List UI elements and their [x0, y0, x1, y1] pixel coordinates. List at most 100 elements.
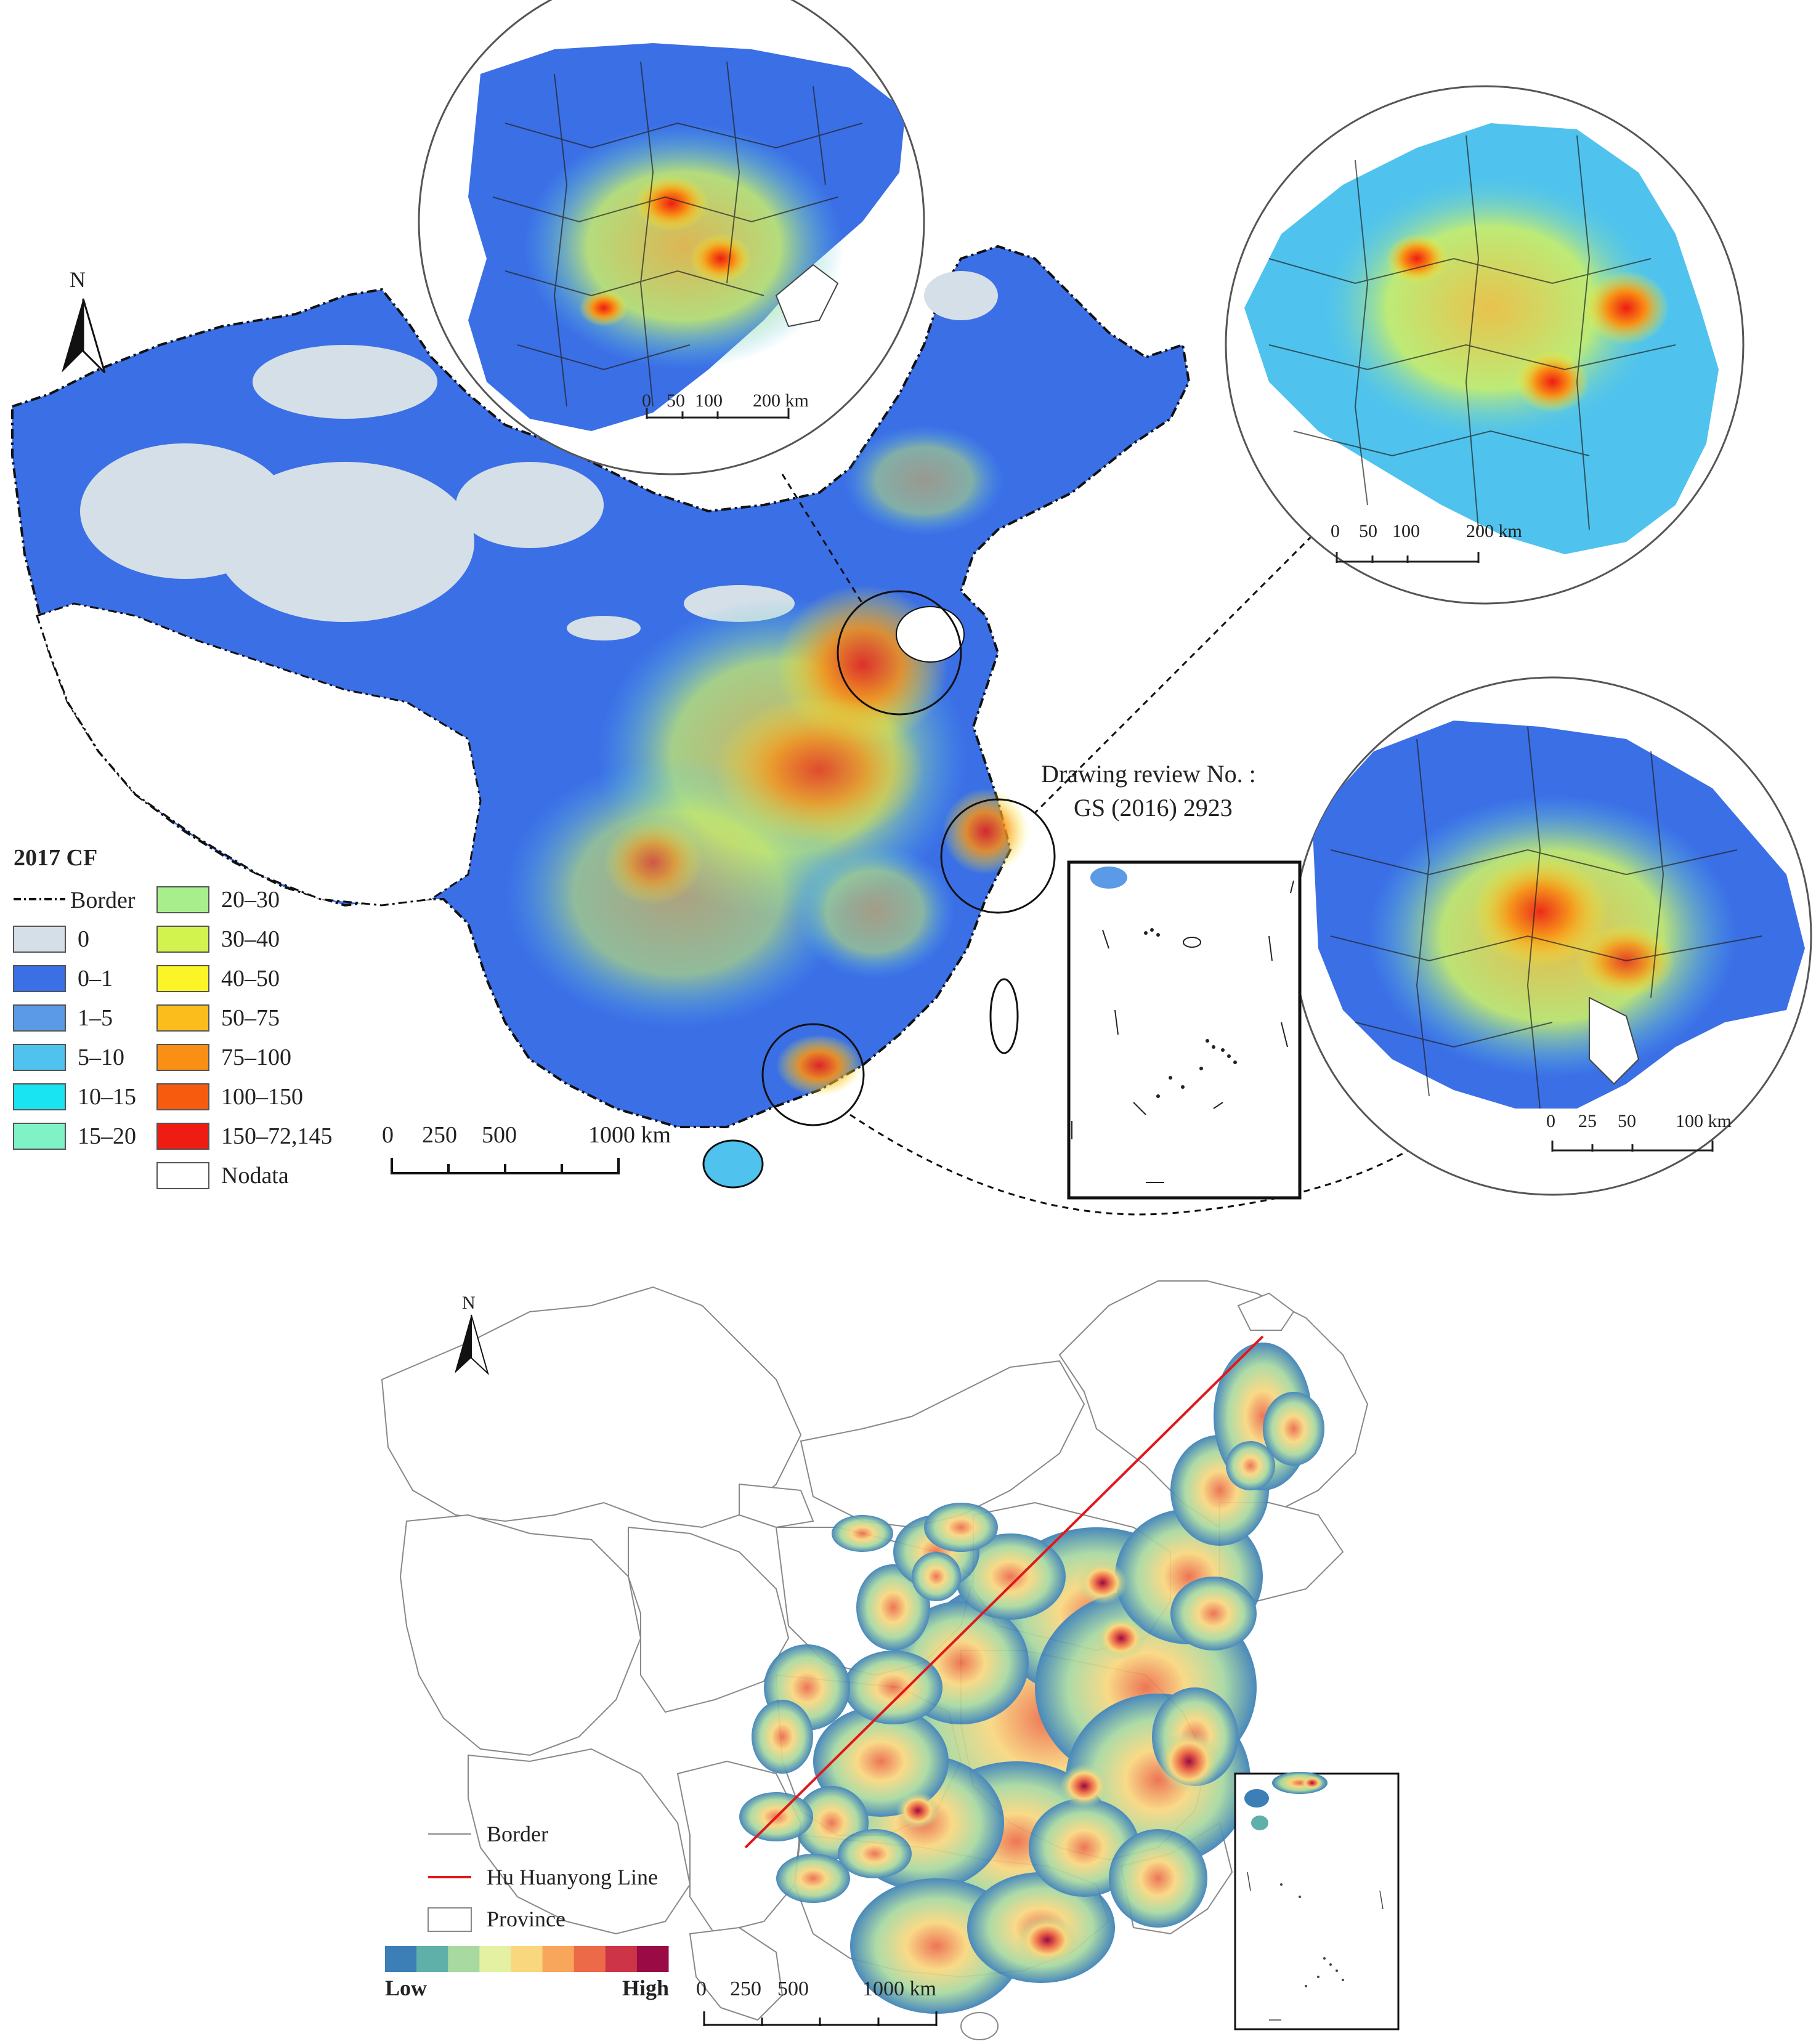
- ramp-swatch: [636, 1946, 669, 1972]
- nodata-region: [36, 602, 482, 907]
- legend-province-label: Province: [487, 1907, 565, 1931]
- legend-label-border: Border: [70, 887, 136, 913]
- bottom-scale-1000: 1000 km: [862, 1977, 936, 2000]
- inset-bth-scale-200: 200 km: [753, 390, 809, 411]
- inset-bth-scale-100: 100: [695, 390, 723, 411]
- legend-swatch: [156, 1004, 209, 1032]
- scale-bar-top: 0 250 500 1000 km: [382, 1122, 671, 1174]
- legend-label: 5–10: [78, 1044, 124, 1070]
- bottom-scale-0: 0: [696, 1977, 707, 2000]
- legend-bottom: Border Hu Huanyong Line Province Low Hig…: [385, 1822, 669, 2000]
- inset-prd-scale: 0 25 50 100 km: [1546, 1111, 1732, 1152]
- bottom-map: N Border Hu Huanyong Line Province Low H…: [381, 1280, 1400, 2040]
- ramp-swatch: [511, 1946, 543, 1972]
- legend-swatch: [156, 1083, 209, 1110]
- legend-swatch: [156, 1123, 209, 1150]
- legend-label: 0: [78, 926, 89, 952]
- legend-swatch: [13, 1123, 66, 1150]
- inset-yrd-scale-0: 0: [1331, 521, 1340, 541]
- inset-prd-scale-50: 50: [1618, 1111, 1636, 1131]
- ramp-swatch: [479, 1946, 511, 1972]
- legend-label: 150–72,145: [221, 1123, 333, 1149]
- legend-province-swatch: [428, 1907, 472, 1932]
- top-scale-500: 500: [482, 1122, 517, 1148]
- legend-label: 1–5: [78, 1005, 113, 1031]
- scale-bar-bottom: 0 250 500 1000 km: [696, 1977, 938, 2026]
- inset-prd: 0 25 50 100 km: [1292, 676, 1812, 1196]
- inset-yrd-scale-200: 200 km: [1466, 521, 1522, 541]
- north-label-bottom: N: [462, 1293, 476, 1313]
- legend-right-column: 20–30 30–40 40–50 50–75 75–100 100–150 150–72,…: [156, 886, 333, 1189]
- ramp-swatch: [416, 1946, 448, 1972]
- legend-label: Nodata: [221, 1163, 289, 1189]
- legend-swatch: [13, 1083, 66, 1110]
- ramp-swatch: [605, 1946, 638, 1972]
- bottom-scale-250: 250: [730, 1977, 761, 2000]
- review-line-1: Drawing review No. :: [1041, 760, 1256, 788]
- legend-swatch: [13, 1004, 66, 1032]
- bohai-sea: [896, 606, 965, 663]
- hainan-island: [702, 1139, 764, 1189]
- bth-connector: [781, 474, 864, 604]
- legend-label: 15–20: [78, 1123, 136, 1149]
- color-ramp: [385, 1946, 669, 1972]
- kde-density: [739, 1343, 1324, 2014]
- legend-swatch: [156, 1044, 209, 1071]
- legend-label: 20–30: [221, 887, 280, 913]
- north-arrow-top: N: [62, 267, 106, 374]
- legend-swatch: [13, 926, 66, 953]
- inset-bth-scale-50: 50: [667, 390, 685, 411]
- inset-prd-scale-25: 25: [1578, 1111, 1597, 1131]
- ramp-swatch: [385, 1946, 417, 1972]
- legend-swatch: [13, 965, 66, 992]
- legend-swatch: [156, 926, 209, 953]
- inset-yrd-scale-100: 100: [1392, 521, 1420, 541]
- inset-bth-scale-0: 0: [642, 390, 651, 411]
- legend-label: 75–100: [221, 1044, 291, 1070]
- inset-bth-scale: 0 50 100 200 km: [642, 390, 809, 419]
- hu-huanyong-line: [744, 1335, 1264, 1849]
- legend-label: 100–150: [221, 1084, 303, 1110]
- ramp-swatch: [574, 1946, 606, 1972]
- inset-yrd-scale-50: 50: [1359, 521, 1377, 541]
- legend-label: 0–1: [78, 966, 113, 992]
- legend-top: 2017 CF Border 0 0–1 1–5 5–10 10–15 15–20 20–3…: [13, 845, 333, 1189]
- inset-prd-scale-0: 0: [1546, 1111, 1555, 1131]
- legend-border-label: Border: [487, 1822, 548, 1846]
- legend-title: 2017 CF: [14, 845, 97, 871]
- yrd-marker-circle: [940, 798, 1056, 914]
- legend-label: 50–75: [221, 1005, 280, 1031]
- taiwan-island: [989, 978, 1019, 1054]
- top-map: 0 50 100 200 km: [11, 0, 1812, 1216]
- legend-swatch: [13, 1044, 66, 1071]
- legend-label: 30–40: [221, 926, 280, 952]
- density-hotspots: [505, 425, 1029, 1096]
- south-china-sea-inset: [1067, 860, 1302, 1200]
- ramp-swatch: [542, 1946, 575, 1972]
- ramp-swatch: [448, 1946, 480, 1972]
- inset-bth: 0 50 100 200 km: [418, 0, 925, 475]
- legend-label: 40–50: [221, 966, 280, 992]
- north-label-top: N: [70, 267, 86, 292]
- south-china-sea-inset-bottom: [1234, 1772, 1400, 2030]
- kde-peaks: [896, 1561, 1220, 1965]
- legend-left-column: Border 0 0–1 1–5 5–10 10–15 15–20: [13, 887, 136, 1150]
- top-scale-250: 250: [422, 1122, 457, 1148]
- top-scale-0: 0: [382, 1122, 394, 1148]
- bth-marker-circle: [837, 590, 962, 716]
- ramp-high-label: High: [622, 1976, 669, 2000]
- legend-swatch: [156, 965, 209, 992]
- ramp-low-label: Low: [385, 1976, 427, 2000]
- prd-connector: [849, 1113, 1417, 1216]
- prd-marker-circle: [761, 1023, 865, 1126]
- inset-yrd: 0 50 100 200 km: [1225, 85, 1745, 605]
- inset-yrd-scale: 0 50 100 200 km: [1331, 521, 1522, 563]
- legend-swatch: [156, 1162, 209, 1189]
- top-scale-1000: 1000 km: [588, 1122, 671, 1148]
- bottom-scale-500: 500: [777, 1977, 809, 2000]
- north-arrow-bottom: N: [455, 1293, 489, 1376]
- legend-swatch: [156, 886, 209, 913]
- legend-hu-line-label: Hu Huanyong Line: [487, 1865, 658, 1889]
- inset-prd-scale-100: 100 km: [1676, 1111, 1732, 1131]
